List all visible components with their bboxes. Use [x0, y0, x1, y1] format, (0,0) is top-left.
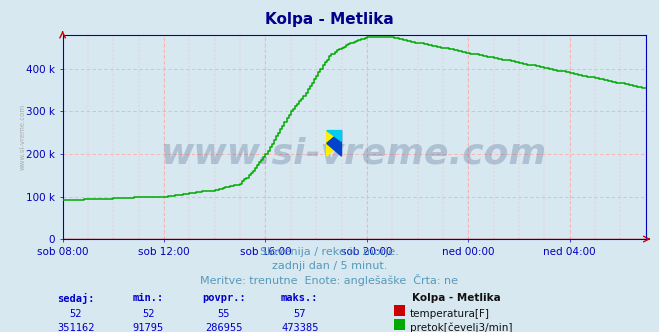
Text: Kolpa - Metlika: Kolpa - Metlika — [265, 12, 394, 27]
Text: zadnji dan / 5 minut.: zadnji dan / 5 minut. — [272, 261, 387, 271]
Text: 52: 52 — [142, 309, 154, 319]
Text: Slovenija / reke in morje.: Slovenija / reke in morje. — [260, 247, 399, 257]
Text: temperatura[F]: temperatura[F] — [410, 309, 490, 319]
Polygon shape — [327, 130, 341, 156]
Text: pretok[čevelj3/min]: pretok[čevelj3/min] — [410, 323, 513, 332]
Text: 91795: 91795 — [132, 323, 164, 332]
Text: 473385: 473385 — [281, 323, 318, 332]
Text: maks.:: maks.: — [281, 293, 318, 303]
Text: 55: 55 — [218, 309, 230, 319]
Text: povpr.:: povpr.: — [202, 293, 246, 303]
Text: Kolpa - Metlika: Kolpa - Metlika — [412, 293, 501, 303]
Text: Meritve: trenutne  Enote: anglešaške  Črta: ne: Meritve: trenutne Enote: anglešaške Črta… — [200, 274, 459, 286]
Text: www.si-vreme.com: www.si-vreme.com — [161, 136, 547, 170]
Polygon shape — [327, 130, 341, 156]
Text: min.:: min.: — [132, 293, 164, 303]
Text: www.si-vreme.com: www.si-vreme.com — [20, 104, 26, 170]
Text: 57: 57 — [294, 309, 306, 319]
Text: 52: 52 — [70, 309, 82, 319]
Text: sedaj:: sedaj: — [57, 293, 94, 304]
Text: 351162: 351162 — [57, 323, 94, 332]
Text: 286955: 286955 — [206, 323, 243, 332]
Polygon shape — [327, 130, 341, 141]
